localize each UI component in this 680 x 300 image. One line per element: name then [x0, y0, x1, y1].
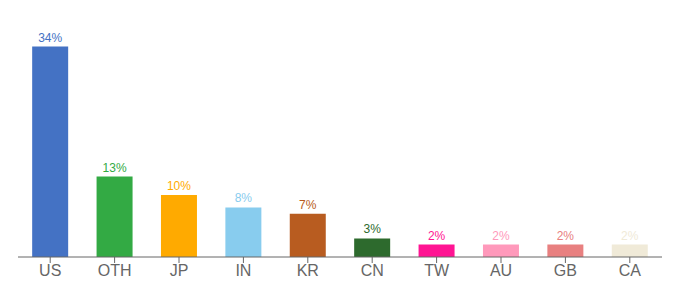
svg-text:2%: 2% — [557, 229, 575, 243]
svg-text:10%: 10% — [167, 179, 191, 193]
svg-text:OTH: OTH — [98, 262, 132, 279]
svg-text:US: US — [39, 262, 61, 279]
svg-text:2%: 2% — [428, 229, 446, 243]
svg-text:8%: 8% — [235, 191, 253, 205]
svg-text:IN: IN — [235, 262, 251, 279]
svg-text:7%: 7% — [299, 198, 317, 212]
svg-text:KR: KR — [297, 262, 319, 279]
svg-text:2%: 2% — [492, 229, 510, 243]
svg-text:13%: 13% — [103, 161, 127, 175]
svg-text:34%: 34% — [38, 31, 62, 45]
svg-text:2%: 2% — [621, 229, 639, 243]
svg-text:AU: AU — [490, 262, 512, 279]
svg-text:CA: CA — [619, 262, 642, 279]
svg-text:GB: GB — [554, 262, 577, 279]
svg-text:TW: TW — [424, 262, 450, 279]
svg-text:CN: CN — [361, 262, 384, 279]
svg-text:JP: JP — [170, 262, 189, 279]
svg-text:3%: 3% — [363, 222, 381, 236]
